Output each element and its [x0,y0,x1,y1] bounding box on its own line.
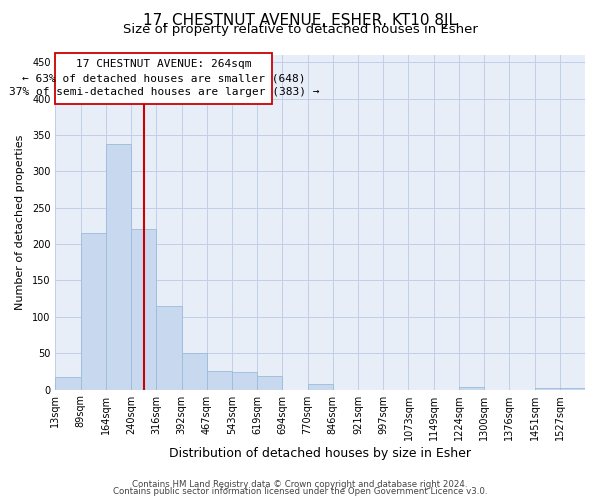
X-axis label: Distribution of detached houses by size in Esher: Distribution of detached houses by size … [169,447,471,460]
Text: Contains public sector information licensed under the Open Government Licence v3: Contains public sector information licen… [113,487,487,496]
Bar [207,370,232,390]
Text: Size of property relative to detached houses in Esher: Size of property relative to detached ho… [122,22,478,36]
Bar [106,144,131,390]
Bar [257,376,283,390]
Y-axis label: Number of detached properties: Number of detached properties [15,134,25,310]
Text: Contains HM Land Registry data © Crown copyright and database right 2024.: Contains HM Land Registry data © Crown c… [132,480,468,489]
Bar [459,388,484,390]
Bar [80,233,106,390]
Bar [232,372,257,390]
Bar [157,306,182,390]
Bar [55,377,80,390]
Text: 17 CHESTNUT AVENUE: 264sqm
← 63% of detached houses are smaller (648)
37% of sem: 17 CHESTNUT AVENUE: 264sqm ← 63% of deta… [8,60,319,98]
Bar [308,384,333,390]
Bar [182,353,207,390]
Bar [560,388,585,390]
FancyBboxPatch shape [55,53,272,104]
Bar [131,229,157,390]
Bar [535,388,560,390]
Text: 17, CHESTNUT AVENUE, ESHER, KT10 8JL: 17, CHESTNUT AVENUE, ESHER, KT10 8JL [143,12,457,28]
